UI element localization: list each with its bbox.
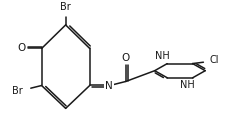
Text: Cl: Cl [209, 55, 219, 65]
Text: O: O [121, 53, 129, 63]
Text: Br: Br [60, 2, 71, 12]
Text: NH: NH [180, 80, 195, 90]
Text: NH: NH [155, 51, 169, 61]
Text: Br: Br [12, 86, 23, 96]
Text: N: N [105, 81, 113, 91]
Text: O: O [17, 44, 26, 53]
